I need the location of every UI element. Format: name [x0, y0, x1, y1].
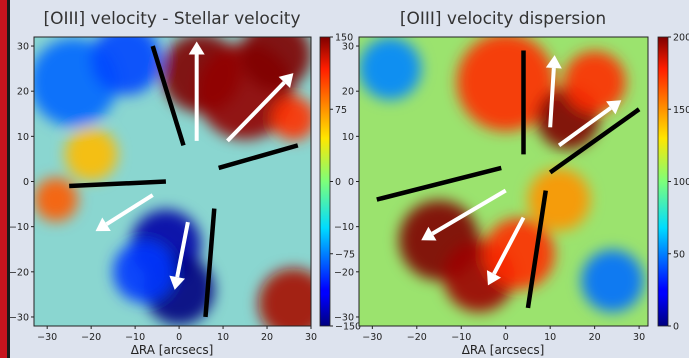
heatmap-region-2 — [563, 51, 626, 114]
black-line-1 — [218, 143, 299, 171]
panel-2-title: [OIII] velocity dispersion — [400, 9, 606, 29]
white-arrow-3 — [169, 221, 190, 290]
colorbar-tick-label: −150 — [335, 322, 361, 333]
x-tick-label: 10 — [217, 332, 229, 343]
colorbar-tick-label: −75 — [335, 249, 355, 260]
y-tick-label: 30 — [342, 42, 354, 53]
y-tick-label: −30 — [9, 312, 29, 323]
x-tick-label: 20 — [589, 332, 601, 343]
x-tick-label: 0 — [176, 332, 182, 343]
left-edge-line — [7, 0, 10, 358]
y-tick-label: −30 — [334, 312, 354, 323]
panel-2-colorbar — [657, 36, 669, 327]
white-arrow-3 — [486, 216, 526, 286]
colorbar-tick-label: 0 — [673, 322, 679, 333]
white-arrow-2 — [95, 193, 154, 232]
black-line-0 — [150, 45, 186, 147]
y-tick-label: 10 — [17, 132, 29, 143]
x-tick-label: −30 — [37, 332, 57, 343]
panel-1-black-lines — [69, 45, 299, 318]
y-tick-label: −20 — [334, 267, 354, 278]
panel-1-white-arrows — [95, 41, 294, 290]
y-tick-label: 0 — [348, 177, 354, 188]
x-tick-label: −10 — [451, 332, 471, 343]
black-line-2 — [376, 165, 502, 202]
x-tick-label: 10 — [544, 332, 556, 343]
y-tick-label: 30 — [17, 42, 29, 53]
white-arrow-0 — [545, 55, 562, 128]
white-arrow-1 — [557, 100, 622, 147]
heatmap-region-3 — [271, 96, 311, 141]
white-arrow-1 — [226, 73, 294, 143]
panel-2-black-lines — [376, 50, 641, 309]
y-tick-label: −10 — [334, 222, 354, 233]
white-arrow-0 — [188, 41, 205, 141]
heatmap-region-0 — [456, 37, 555, 132]
panel-velocity-dispersion: [OIII] velocity dispersion −30 −20 −10 0 10 2… — [334, 9, 689, 357]
left-edge-bar — [0, 0, 7, 358]
y-tick-label: −20 — [9, 267, 29, 278]
y-tick-label: 10 — [342, 132, 354, 143]
heatmap-region-8 — [91, 37, 162, 95]
x-tick-label: 20 — [261, 332, 273, 343]
y-tick-label: 0 — [23, 177, 29, 188]
black-line-1 — [548, 107, 641, 175]
x-tick-label: −20 — [407, 332, 427, 343]
colorbar-tick-label: 75 — [335, 105, 347, 116]
x-tick-label: −30 — [362, 332, 382, 343]
panel-1-title: [OIII] velocity - Stellar velocity — [43, 9, 300, 29]
colorbar-tick-label: 150 — [673, 105, 689, 116]
heatmap-region-8 — [527, 168, 591, 231]
x-tick-label: 0 — [503, 332, 509, 343]
panel-2-xlabel: ΔRA [arcsecs] — [462, 343, 545, 357]
x-tick-label: 30 — [305, 332, 317, 343]
panel-1-heatmap-regions — [34, 37, 311, 326]
panel-velocity-difference: [OIII] velocity - Stellar velocity −30 −2… — [9, 9, 361, 357]
heatmap-region-11 — [64, 128, 118, 181]
colorbar-tick-label: 50 — [673, 249, 685, 260]
x-tick-label: −20 — [81, 332, 101, 343]
heatmap-region-10 — [34, 177, 78, 222]
colorbar-tick-label: 150 — [335, 33, 353, 44]
black-line-3 — [525, 190, 548, 309]
black-line-2 — [69, 179, 167, 189]
white-arrow-2 — [421, 188, 507, 241]
black-line-3 — [203, 208, 217, 318]
heatmap-region-9 — [258, 268, 311, 326]
heatmap-region-2 — [240, 37, 311, 91]
y-tick-label: −10 — [9, 222, 29, 233]
colorbar-tick-label: 200 — [673, 33, 689, 44]
y-tick-label: 20 — [17, 87, 29, 98]
y-tick-label: 20 — [342, 87, 354, 98]
panel-2-white-arrows — [421, 55, 622, 286]
x-tick-label: −10 — [125, 332, 145, 343]
heatmap-region-6 — [359, 37, 422, 100]
colorbar-tick-label: 0 — [335, 177, 341, 188]
colorbar-tick-label: 100 — [673, 177, 689, 188]
x-tick-label: 30 — [633, 332, 645, 343]
heatmap-region-6 — [113, 241, 175, 303]
panel-1-colorbar — [319, 36, 331, 327]
heatmap-region-7 — [581, 249, 644, 312]
panel-1-xlabel: ΔRA [arcsecs] — [131, 343, 214, 357]
